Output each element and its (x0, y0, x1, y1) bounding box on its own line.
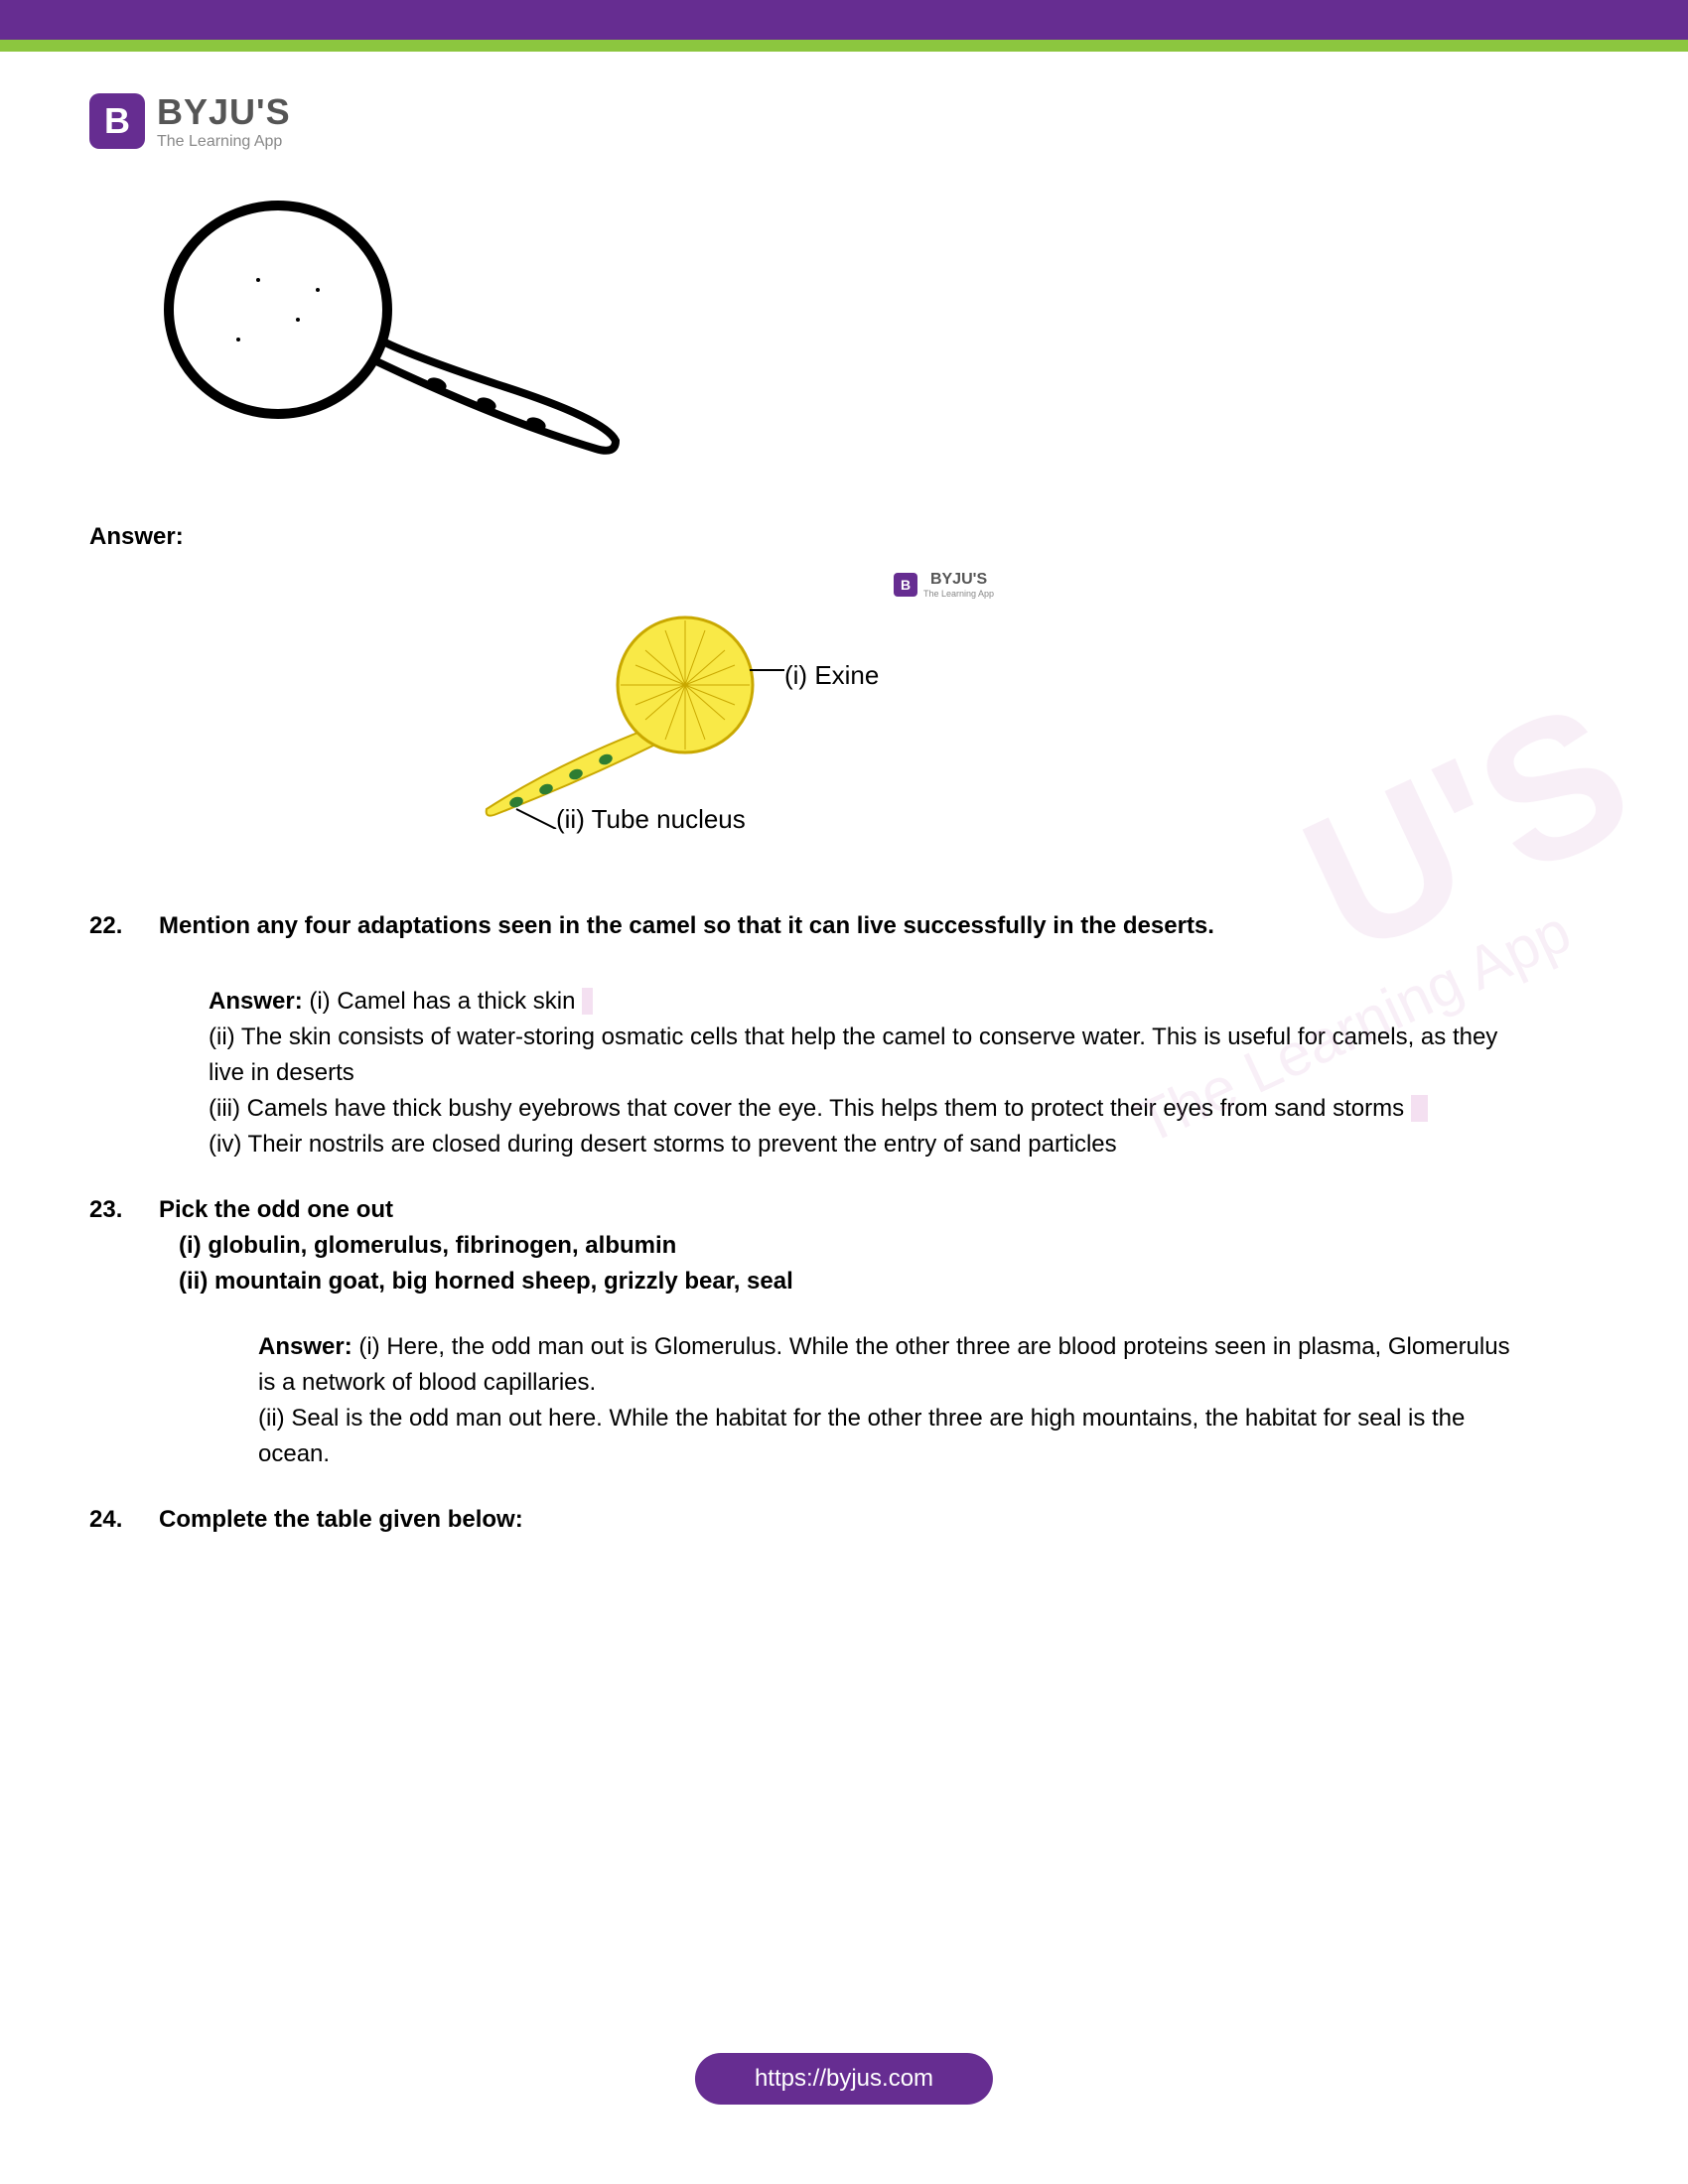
brand-name: BYJU'S (157, 91, 291, 133)
brand-logo: B BYJU'S The Learning App (89, 91, 1599, 151)
footer-url-pill[interactable]: https://byjus.com (695, 2053, 993, 2105)
question-24: 24.Complete the table given below: (89, 1502, 1599, 1538)
mini-brand-name: BYJU'S (923, 571, 994, 589)
top-purple-bar (0, 0, 1688, 40)
green-accent-bar (0, 40, 1688, 52)
highlight-icon (1411, 1095, 1428, 1122)
q22-a2: (ii) The skin consists of water-storing … (209, 1024, 1497, 1086)
brand-tagline: The Learning App (157, 133, 291, 151)
highlight-icon (582, 988, 593, 1015)
mini-logo-mark-icon: B (894, 573, 917, 597)
labeled-diagram: B BYJU'S The Learning App (i) Exine (89, 571, 1599, 849)
question-22: 22.Mention any four adaptations seen in … (89, 908, 1599, 944)
diagram-label-tube-nucleus: (ii) Tube nucleus (556, 804, 746, 835)
logo-mark-icon: B (89, 93, 145, 149)
q24-text: Complete the table given below: (159, 1506, 523, 1533)
q23-text: Pick the odd one out (159, 1196, 393, 1223)
q22-number: 22. (89, 908, 159, 944)
q23-a2: (ii) Seal is the odd man out here. While… (258, 1405, 1465, 1467)
question-23: 23.Pick the odd one out (89, 1192, 1599, 1228)
q23-option-i: (i) globulin, glomerulus, fibrinogen, al… (179, 1228, 1599, 1264)
page-content: B BYJU'S The Learning App Answer: B BYJU… (0, 52, 1688, 1538)
q23-answer-label: Answer: (258, 1333, 352, 1360)
q23-a1: (i) Here, the odd man out is Glomerulus.… (258, 1333, 1510, 1396)
q22-a1: (i) Camel has a thick skin (303, 988, 576, 1015)
q23-option-ii: (ii) mountain goat, big horned sheep, gr… (179, 1264, 1599, 1299)
pollen-diagram-svg (467, 611, 784, 829)
answer-23: Answer: (i) Here, the odd man out is Glo… (258, 1329, 1519, 1472)
mini-brand-logo: B BYJU'S The Learning App (894, 571, 994, 599)
mini-brand-tagline: The Learning App (923, 589, 994, 599)
diagram-label-exine: (i) Exine (784, 660, 879, 691)
q23-number: 23. (89, 1192, 159, 1228)
q22-a4: (iv) Their nostrils are closed during de… (209, 1131, 1117, 1158)
q24-number: 24. (89, 1502, 159, 1538)
q22-a3: (iii) Camels have thick bushy eyebrows t… (209, 1095, 1404, 1122)
q22-answer-label: Answer: (209, 988, 303, 1015)
answer-heading: Answer: (89, 523, 1599, 551)
pollen-outline-sketch (149, 191, 645, 469)
q22-text: Mention any four adaptations seen in the… (159, 912, 1214, 939)
answer-22: Answer: (i) Camel has a thick skin (ii) … (209, 984, 1519, 1162)
